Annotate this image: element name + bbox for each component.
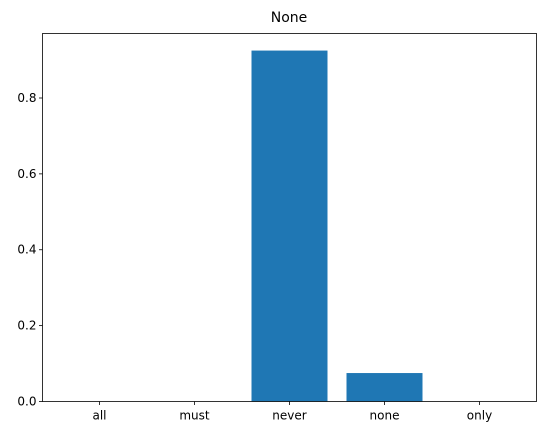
y-axis: 0.0 0.2 0.4 0.6 0.8 (17, 91, 43, 409)
x-tick-label-all: all (92, 409, 106, 423)
x-axis: all must never none only (92, 401, 492, 423)
bars-group (251, 50, 423, 402)
y-tick-label: 0.4 (17, 243, 36, 257)
y-tick-label: 0.2 (17, 319, 36, 333)
chart-title: None (271, 10, 308, 26)
plot-frame (42, 33, 537, 402)
x-tick-label-only: only (467, 409, 492, 423)
x-tick-label-must: must (179, 409, 210, 423)
y-tick-label: 0.6 (17, 167, 36, 181)
bar-never (251, 50, 328, 402)
y-tick-label: 0.8 (17, 91, 36, 105)
bar-none (346, 373, 423, 402)
x-tick-label-never: never (272, 409, 306, 423)
x-tick-label-none: none (370, 409, 400, 423)
y-tick-label: 0.0 (17, 395, 36, 409)
